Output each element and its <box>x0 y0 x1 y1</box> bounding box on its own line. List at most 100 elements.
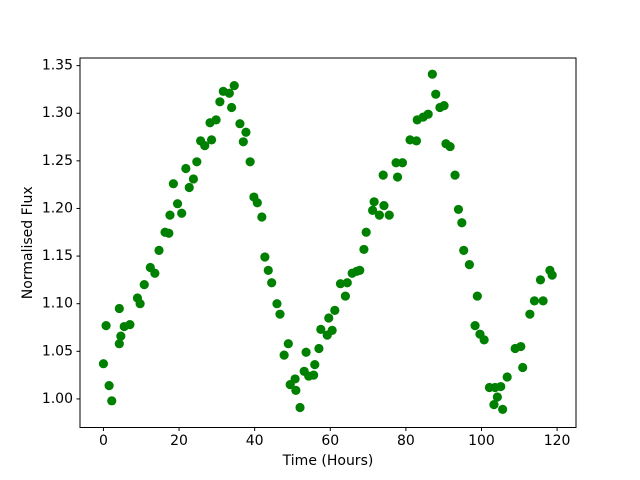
data-point <box>211 115 221 125</box>
data-point <box>427 69 437 79</box>
x-tick-label: 40 <box>246 433 264 449</box>
data-point <box>411 136 422 146</box>
data-point <box>464 260 474 270</box>
data-point <box>98 359 109 369</box>
data-point <box>309 370 319 380</box>
data-point <box>492 392 502 402</box>
data-point <box>391 158 401 168</box>
y-tick-label: 1.15 <box>42 248 73 264</box>
data-point <box>290 374 300 384</box>
data-point <box>342 278 352 288</box>
data-point <box>181 163 191 174</box>
data-point <box>241 127 251 137</box>
plot-area <box>79 57 577 428</box>
data-point <box>378 170 388 180</box>
data-point <box>518 362 528 373</box>
data-point <box>431 89 441 99</box>
y-tick-label: 1.35 <box>42 58 73 74</box>
data-point <box>324 313 334 323</box>
data-point <box>192 157 202 167</box>
data-point <box>340 291 350 301</box>
x-axis-label: Time (Hours) <box>282 453 374 469</box>
data-point <box>472 291 482 301</box>
data-point <box>479 335 489 345</box>
data-point <box>272 299 282 309</box>
data-point <box>150 268 160 278</box>
data-point <box>188 174 199 184</box>
data-point <box>453 204 464 215</box>
data-point <box>335 279 346 289</box>
data-point <box>263 265 273 275</box>
data-point <box>168 179 178 189</box>
data-point <box>184 182 194 193</box>
data-point <box>200 141 210 151</box>
data-point <box>172 199 183 209</box>
x-tick-label: 120 <box>544 433 571 449</box>
data-point <box>135 299 145 309</box>
data-point <box>125 320 135 330</box>
data-point <box>279 350 289 360</box>
data-point <box>257 212 267 222</box>
y-tick-label: 1.25 <box>42 153 73 169</box>
data-point <box>470 321 480 331</box>
data-point <box>310 360 320 370</box>
y-axis-ticks: 1.00 1.05 1.10 1.15 1.20 1.25 1.30 1.35 <box>42 58 80 407</box>
data-point <box>235 119 245 129</box>
data-point <box>369 197 379 207</box>
y-tick-label: 1.20 <box>42 200 73 216</box>
data-point <box>107 396 117 406</box>
data-point <box>392 172 403 182</box>
y-tick-label: 1.10 <box>42 296 73 312</box>
data-point <box>359 244 369 255</box>
y-tick-label: 1.05 <box>42 343 73 359</box>
data-point <box>104 380 114 391</box>
data-point <box>229 81 239 91</box>
x-tick-label: 20 <box>170 433 188 449</box>
data-point <box>445 141 455 152</box>
data-point <box>245 157 255 167</box>
data-point <box>139 280 149 290</box>
x-tick-label: 80 <box>397 433 415 449</box>
data-point <box>450 170 460 180</box>
data-point <box>114 339 124 349</box>
x-tick-label: 100 <box>468 433 495 449</box>
data-point <box>330 305 340 315</box>
x-tick-label: 0 <box>99 433 108 449</box>
data-point <box>252 198 262 208</box>
data-point <box>154 245 164 255</box>
data-point <box>295 402 305 413</box>
data-point <box>529 296 540 306</box>
data-point <box>260 252 270 262</box>
data-point <box>275 309 285 319</box>
data-point <box>423 109 433 119</box>
data-point <box>224 88 234 98</box>
data-point <box>165 210 175 220</box>
x-tick-label: 60 <box>321 433 339 449</box>
data-point <box>316 324 326 335</box>
data-point <box>535 275 546 285</box>
data-point <box>283 339 293 349</box>
data-point <box>116 331 126 341</box>
data-point <box>206 135 217 145</box>
data-point <box>361 227 371 237</box>
data-points <box>98 69 557 415</box>
data-point <box>101 321 111 331</box>
y-tick-label: 1.30 <box>42 105 73 121</box>
data-point <box>489 400 499 410</box>
data-point <box>525 309 535 319</box>
data-point <box>538 296 548 306</box>
data-point <box>547 270 557 280</box>
data-point <box>384 210 394 220</box>
data-point <box>397 158 408 168</box>
data-point <box>226 102 237 113</box>
data-point <box>355 265 365 275</box>
x-axis-ticks: 0 20 40 60 80 100 120 <box>99 427 571 449</box>
data-point <box>457 218 467 228</box>
data-point <box>177 208 187 218</box>
data-point <box>215 97 225 107</box>
data-point <box>238 137 248 147</box>
y-tick-label: 1.00 <box>42 391 73 407</box>
data-point <box>439 101 449 111</box>
data-point <box>502 372 512 382</box>
